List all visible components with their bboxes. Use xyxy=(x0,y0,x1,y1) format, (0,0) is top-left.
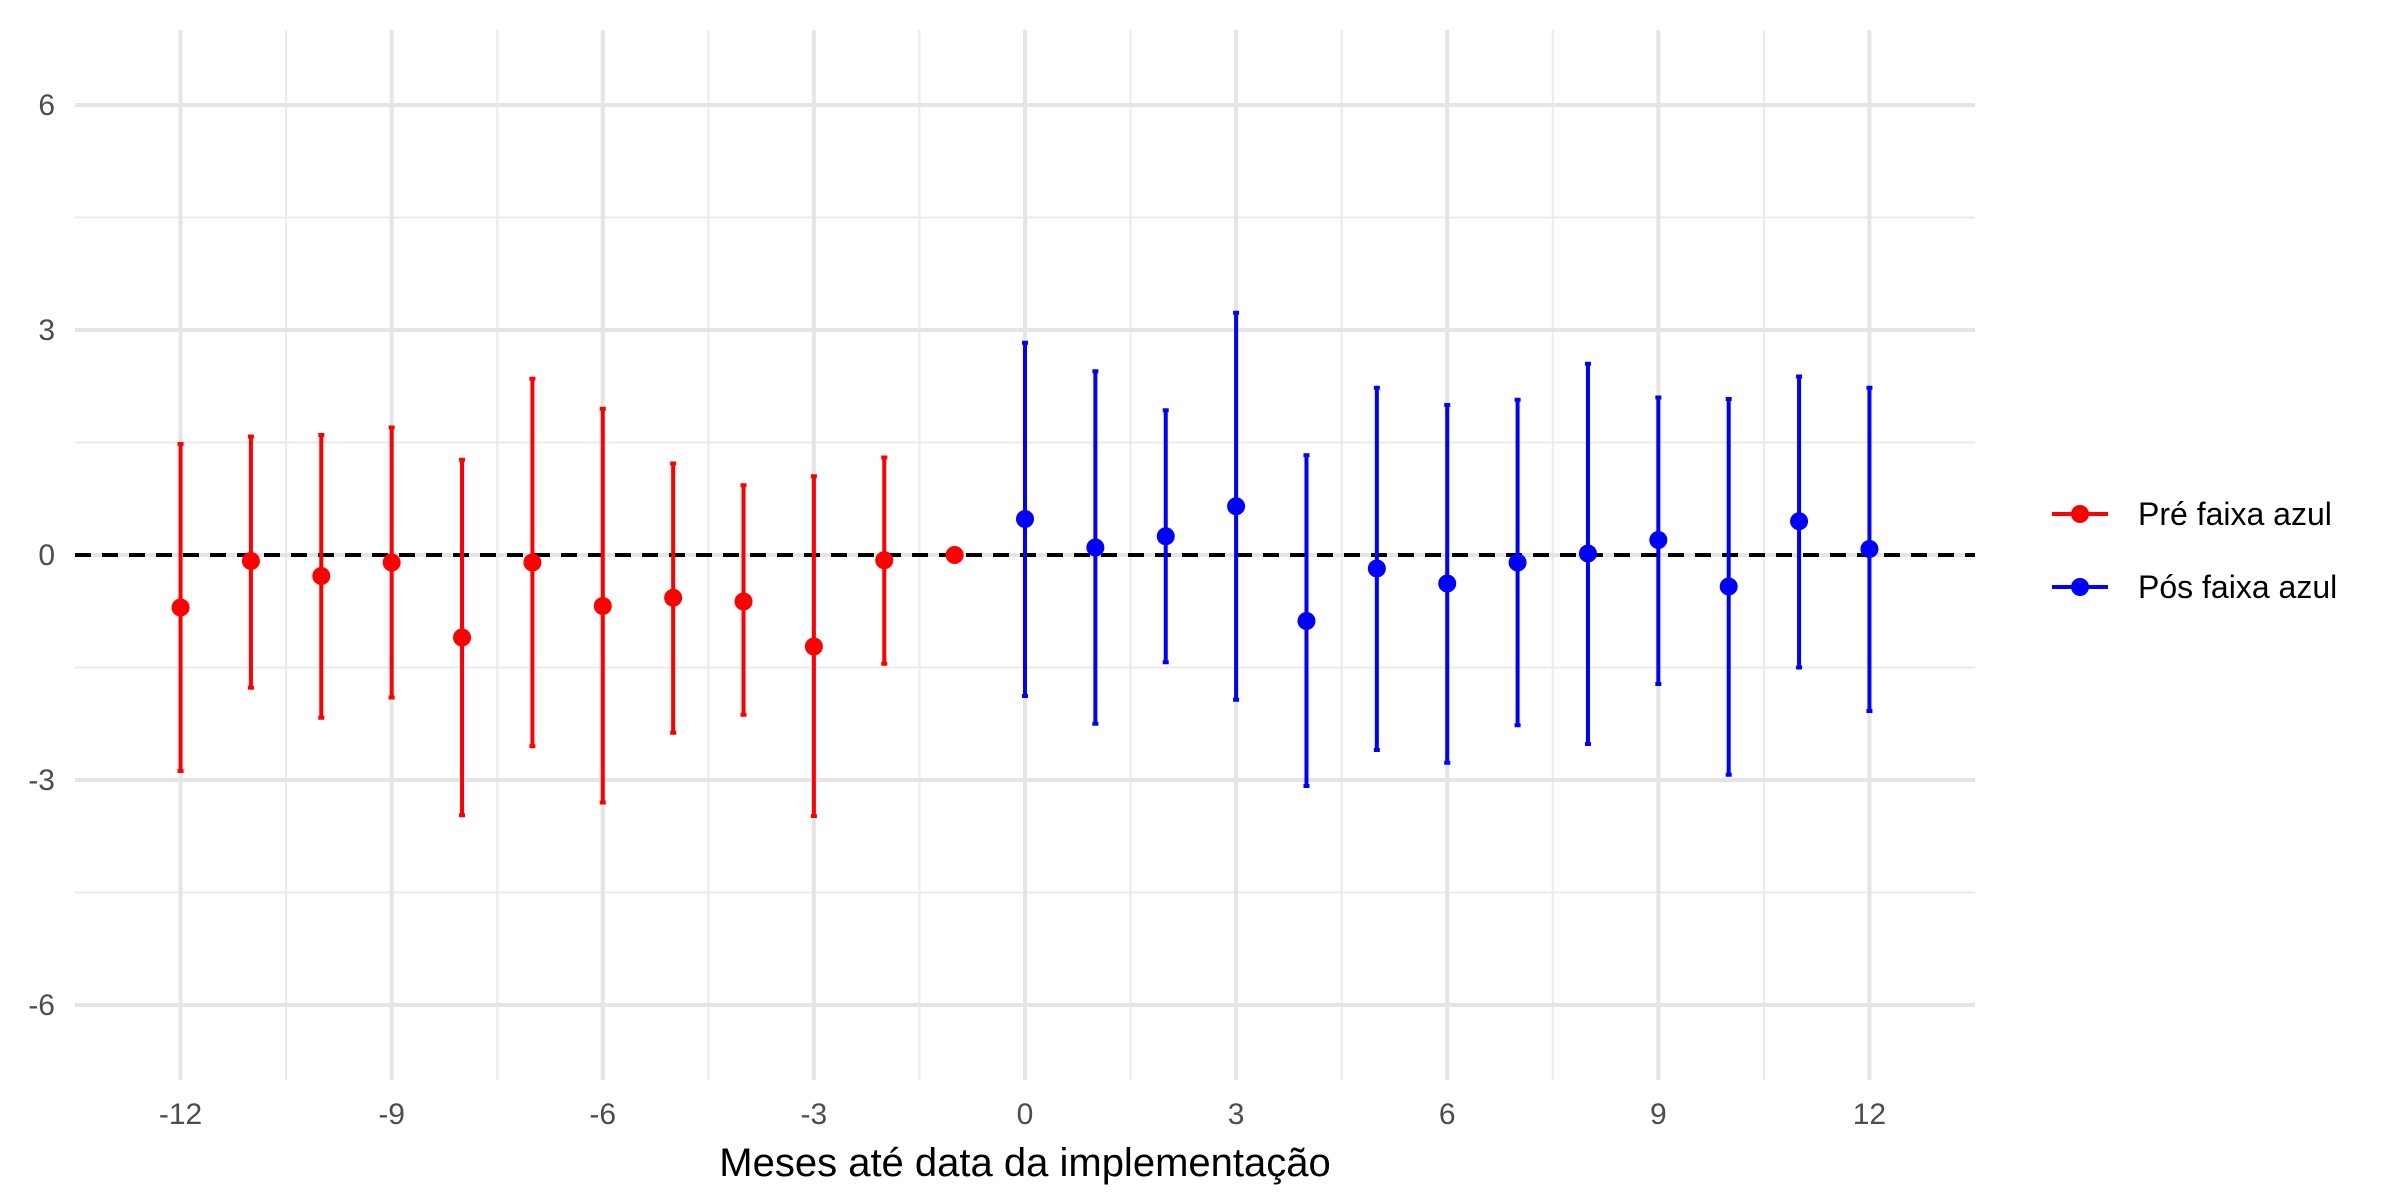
data-point xyxy=(1086,538,1105,557)
series-layer xyxy=(171,310,1879,818)
legend-label: Pós faixa azul xyxy=(2138,569,2337,605)
y-tick-label: -3 xyxy=(28,764,55,797)
data-point xyxy=(171,598,190,617)
data-point xyxy=(1508,553,1527,572)
y-tick-label: 0 xyxy=(38,539,55,572)
data-point xyxy=(875,551,894,570)
x-axis-title: Meses até data da implementação xyxy=(719,1141,1330,1185)
x-tick-label: -9 xyxy=(378,1098,405,1131)
y-tick-label: -6 xyxy=(28,989,55,1022)
data-point xyxy=(1297,612,1316,630)
data-point xyxy=(804,637,823,656)
x-axis-tick-labels: -12 -9 -6 -3 0 3 6 9 12 xyxy=(159,1098,1886,1131)
data-point xyxy=(241,552,260,570)
data-point xyxy=(523,553,542,572)
data-point xyxy=(1016,510,1034,528)
data-point xyxy=(1156,527,1175,546)
data-point xyxy=(453,628,472,647)
legend-item-1: Pré faixa azul xyxy=(2052,496,2332,532)
data-point xyxy=(1578,544,1597,563)
series-1 xyxy=(171,376,964,818)
x-tick-label: 0 xyxy=(1017,1098,1034,1131)
x-tick-label: 9 xyxy=(1650,1098,1667,1131)
y-tick-label: 6 xyxy=(38,89,55,122)
legend-label: Pré faixa azul xyxy=(2138,496,2332,532)
data-point xyxy=(1719,577,1738,596)
legend: Pré faixa azul Pós faixa azul xyxy=(2052,496,2337,605)
y-tick-label: 3 xyxy=(38,314,55,347)
data-point xyxy=(734,592,753,611)
data-point xyxy=(593,597,612,615)
x-tick-label: 6 xyxy=(1439,1098,1456,1131)
data-point xyxy=(1790,512,1809,531)
data-point xyxy=(1227,497,1246,516)
x-tick-label: -12 xyxy=(159,1098,202,1131)
data-point xyxy=(312,567,331,585)
data-point xyxy=(1438,574,1457,593)
legend-key-point xyxy=(2071,578,2089,596)
y-axis-tick-labels: -6 -3 0 3 6 xyxy=(28,89,55,1022)
x-tick-label: 12 xyxy=(1853,1098,1886,1131)
x-tick-label: -6 xyxy=(589,1098,616,1131)
x-tick-label: 3 xyxy=(1228,1098,1245,1131)
data-point xyxy=(664,588,683,607)
legend-key-point xyxy=(2071,505,2089,523)
data-point xyxy=(1860,540,1879,558)
data-point xyxy=(945,546,964,564)
data-point xyxy=(1649,531,1668,549)
x-tick-label: -3 xyxy=(801,1098,828,1131)
data-point xyxy=(382,553,401,572)
series-2 xyxy=(1016,310,1879,788)
legend-item-2: Pós faixa azul xyxy=(2052,569,2337,605)
data-point xyxy=(1367,559,1386,578)
